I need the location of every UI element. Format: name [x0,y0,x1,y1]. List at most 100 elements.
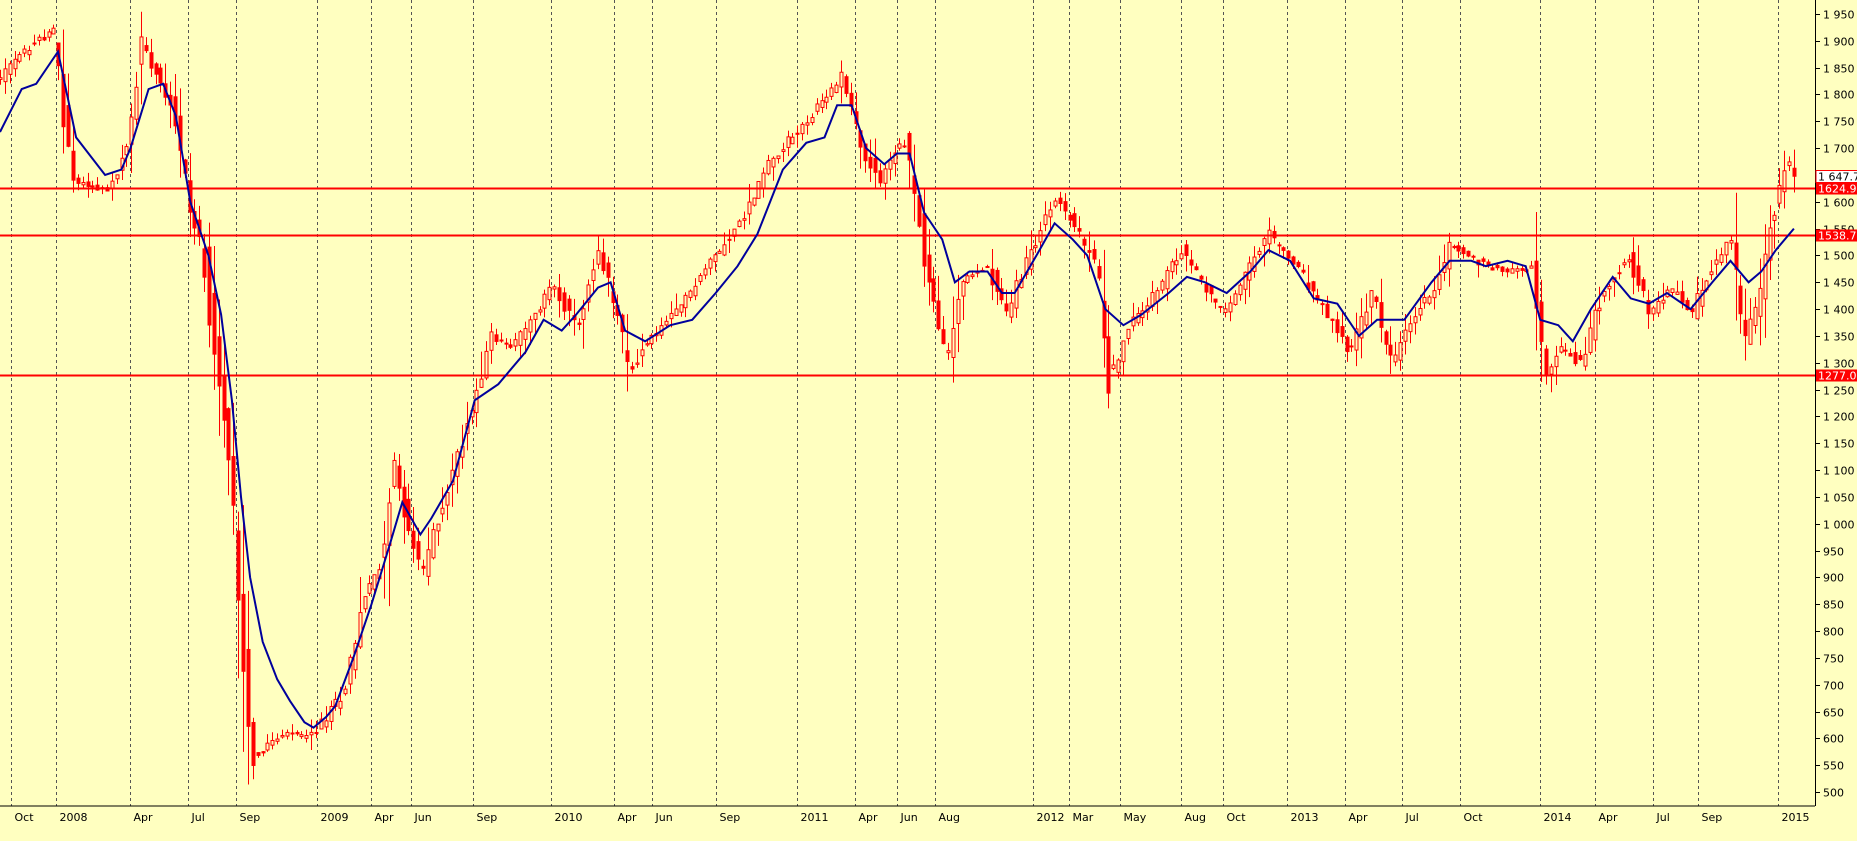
candle [1106,305,1111,409]
candle-body [1646,300,1651,315]
candle [839,60,844,104]
x-tick-label: Apr [618,811,638,824]
y-tick-label: 1 100 [1823,465,1855,478]
candle-body [970,274,975,278]
candle-body [805,122,810,126]
level-tag-box [1816,229,1857,242]
candle-body [280,734,285,738]
candle-body [528,319,533,333]
candle-body [290,732,295,735]
candle-body [154,63,159,75]
x-tick-label: 2014 [1544,811,1572,824]
candle [815,98,820,115]
candle-body [1495,264,1500,269]
candle [0,69,3,85]
level-tag-label: 1538.79 [1818,230,1857,243]
candle [1174,248,1179,275]
candle [212,245,217,390]
candle [1500,266,1505,277]
candle [1053,197,1058,209]
candle-body [596,250,601,265]
candle [1738,275,1743,334]
candle [397,454,402,501]
candle [893,145,898,177]
candle [1597,286,1602,325]
candle [1063,193,1068,221]
candle-body [1738,285,1743,315]
candle [752,197,757,207]
candle-body [786,136,791,148]
y-tick-label: 850 [1823,599,1844,612]
candle-body [86,181,91,187]
candle [1471,254,1476,261]
candle [1369,289,1374,325]
x-axis: Oct 2008 Apr Jul Sep 2009 Apr Jun Sep 2010 Apr Jun S… [0,805,1815,824]
candle [1578,349,1583,361]
candle-body [251,721,256,766]
candle [664,315,669,328]
candle-body [1554,355,1559,368]
candle [1349,339,1354,352]
candle [1714,249,1719,275]
candle-body [893,152,898,165]
candle-body [883,168,888,184]
candle [902,139,907,148]
y-tick-label: 1 700 [1823,143,1855,156]
candle [1004,289,1009,317]
candle [674,293,679,316]
candle [51,24,56,35]
candle-body [800,123,805,135]
candle [343,685,348,696]
candle [207,222,212,348]
x-tick-label: 2011 [801,811,829,824]
candle-body [508,344,513,348]
candle [1194,263,1199,271]
candle-body [1014,280,1019,309]
candle-body [1111,364,1116,370]
x-tick-label: Oct [1227,811,1247,824]
candle-body [795,132,800,135]
candle-body [402,486,407,518]
candle [1700,278,1705,317]
candle [226,407,231,496]
candle-body [1349,345,1354,348]
candle-body [1004,303,1009,312]
candle [1641,276,1646,298]
candle [1724,241,1729,264]
candle-body [1597,307,1602,312]
candle [601,238,606,275]
y-tick-label: 1 950 [1823,9,1855,22]
candle-body [1772,214,1777,221]
candle [1709,259,1714,280]
candle-body [236,530,241,601]
candle [1223,302,1228,318]
candle-body [115,174,120,180]
candle-body [440,507,445,515]
candle [1627,254,1632,268]
candle-body [1291,256,1296,265]
candle [1393,341,1398,367]
candle-body [1719,254,1724,263]
candle [1792,149,1797,193]
candle-body [1384,331,1389,345]
x-tick-label: Jun [414,811,432,824]
x-tick-label: Apr [134,811,154,824]
candle-body [1714,259,1719,265]
candle-body [1520,268,1525,271]
x-tick-label: Oct [15,811,35,824]
candle [698,273,703,286]
candle-body [1432,290,1437,299]
candle [717,249,722,254]
candle-body [834,84,839,94]
candle-body [1072,213,1077,228]
candle-body [367,583,372,594]
candle-body [47,31,52,38]
candle-body [1116,359,1121,373]
candle [280,729,285,739]
candle-body [246,648,251,727]
candle [1068,211,1073,228]
candle-body [1456,245,1461,252]
x-tick-label: 2008 [60,811,88,824]
candle [1743,288,1748,361]
candle [669,301,674,328]
